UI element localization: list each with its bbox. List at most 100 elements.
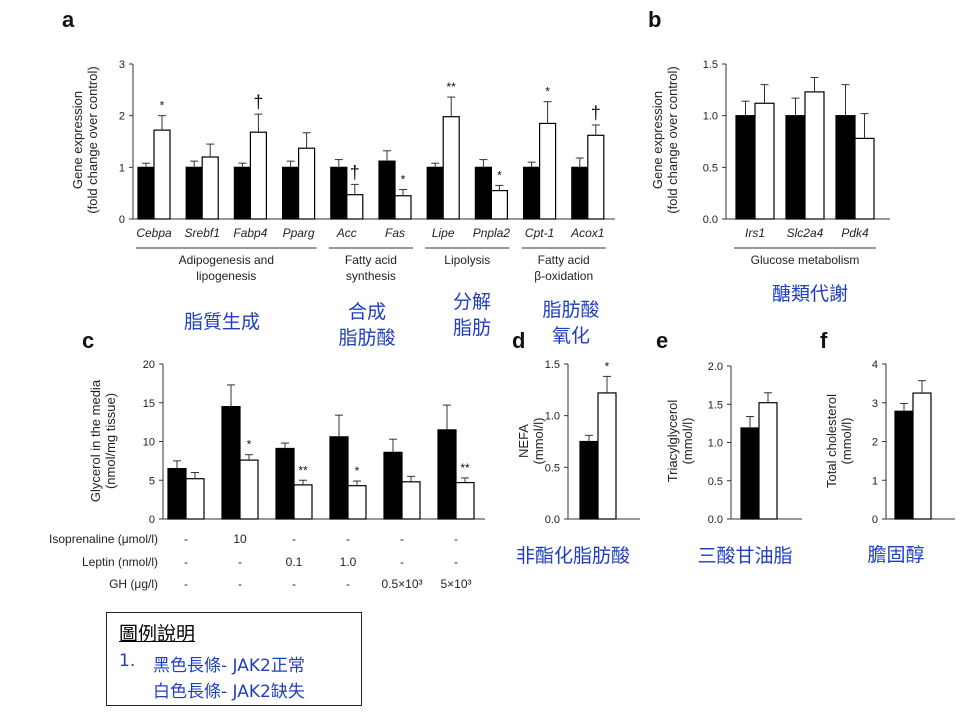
bar-c-black	[329, 436, 349, 520]
y-axis-label-unit-e: (mmol/l)	[680, 418, 695, 465]
bar-a-black	[233, 166, 251, 220]
condition-label: GH (μg/l)	[109, 577, 158, 591]
y-tick-label-c: 20	[143, 359, 155, 371]
condition-value: 5×10³	[440, 577, 471, 591]
category-label-b: Irs1	[745, 226, 765, 240]
condition-value: -	[292, 577, 296, 591]
bar-c-black	[221, 406, 241, 520]
bar-b-black	[785, 115, 806, 220]
bar-c-white	[239, 459, 259, 520]
condition-value: 10	[233, 532, 247, 546]
bar-b-white	[804, 91, 825, 220]
y-tick-label-c: 0	[149, 514, 155, 526]
y-axis-label-a: Gene expression	[70, 91, 85, 189]
category-label-a: Fabp4	[233, 226, 267, 240]
annotation-a: 分解	[453, 291, 491, 313]
y-axis-label-unit-f: (mmol/l)	[839, 418, 854, 465]
group-label-a: synthesis	[346, 269, 396, 283]
y-tick-label-e: 1.0	[708, 438, 723, 450]
category-label-a: Fas	[385, 226, 405, 240]
significance-marker-c: **	[298, 463, 308, 477]
bar-d-black	[579, 440, 599, 520]
group-label-a: Fatty acid	[538, 253, 590, 267]
bar-e-white	[758, 402, 778, 520]
panel-letter-c: c	[82, 328, 94, 353]
y-tick-label-f: 2	[872, 437, 878, 449]
significance-marker-c: **	[460, 461, 470, 475]
y-tick-label-f: 1	[872, 475, 878, 487]
category-label-a: Acc	[336, 226, 357, 240]
panel-letter-b: b	[648, 7, 661, 32]
condition-value: -	[292, 532, 296, 546]
bar-a-black	[330, 166, 348, 220]
bar-e-black	[740, 427, 760, 520]
bar-c-black	[275, 447, 295, 520]
y-tick-label-c: 10	[143, 437, 155, 449]
category-label-b: Slc2a4	[787, 226, 824, 240]
bar-d-white	[597, 392, 617, 520]
y-tick-label-a: 1	[119, 162, 125, 174]
bar-a-white	[298, 147, 316, 220]
bar-a-white	[490, 189, 508, 220]
annotation-a: 脂質生成	[184, 311, 260, 333]
category-label-a: Cpt-1	[525, 226, 554, 240]
bar-a-black	[522, 166, 541, 220]
panel-letter-a: a	[62, 7, 75, 32]
bar-a-black	[282, 166, 300, 220]
bar-c-black	[383, 451, 403, 520]
y-tick-label-f: 0	[872, 514, 878, 526]
condition-value: -	[454, 532, 458, 546]
legend-number: 1.	[119, 651, 136, 671]
bar-b-white	[854, 137, 875, 220]
y-tick-label-d: 1.5	[545, 359, 560, 371]
bar-b-black	[835, 115, 856, 220]
condition-value: -	[238, 577, 242, 591]
y-axis-label-c: Glycerol in the media	[88, 379, 103, 502]
bar-a-white	[442, 116, 460, 220]
group-label-b: Glucose metabolism	[751, 253, 860, 267]
condition-value: 0.5×10³	[381, 577, 422, 591]
y-tick-label-b: 1.5	[703, 59, 718, 71]
y-tick-label-e: 0.0	[708, 514, 723, 526]
category-label-a: Acox1	[570, 226, 604, 240]
condition-value: -	[454, 555, 458, 569]
y-axis-label-f: Total cholesterol	[824, 394, 839, 488]
significance-marker-a: †	[253, 92, 263, 112]
annotation-f: 膽固醇	[867, 544, 924, 566]
bar-c-black	[437, 429, 457, 520]
significance-marker-a: **	[447, 80, 457, 94]
annotation-d: 非酯化脂肪酸	[516, 545, 630, 567]
bar-a-black	[474, 166, 492, 220]
bar-c-white	[185, 478, 205, 520]
bar-f-white	[912, 392, 932, 520]
significance-marker-d: *	[605, 359, 610, 373]
bar-a-white	[249, 131, 267, 220]
y-axis-label-unit-c: (nmol/mg tissue)	[103, 393, 118, 489]
y-tick-label-e: 0.5	[708, 476, 723, 488]
y-tick-label-c: 5	[149, 475, 155, 487]
y-tick-label-d: 1.0	[545, 411, 560, 423]
bar-a-black	[571, 166, 589, 220]
bar-a-black	[185, 166, 203, 220]
bar-a-white	[346, 194, 364, 220]
group-label-a: lipogenesis	[196, 269, 256, 283]
panel-letter-f: f	[820, 328, 828, 353]
significance-marker-c: *	[247, 438, 252, 452]
condition-value: 1.0	[340, 555, 357, 569]
bar-c-black	[167, 468, 187, 520]
y-axis-label-e: Triacylglycerol	[665, 400, 680, 483]
significance-marker-a: *	[401, 173, 406, 187]
bar-f-black	[894, 410, 914, 520]
bar-c-white	[293, 484, 313, 520]
annotation-b: 醣類代謝	[772, 283, 848, 305]
annotation-a: 氧化	[552, 325, 590, 347]
significance-marker-a: *	[160, 99, 165, 113]
bar-c-white	[347, 485, 367, 520]
legend-box: 圖例說明 1. 黑色長條- JAK2正常 白色長條- JAK2缺失	[106, 612, 362, 706]
condition-value: -	[346, 532, 350, 546]
condition-label: Isoprenaline (μmol/l)	[49, 532, 158, 546]
group-label-a: β-oxidation	[534, 269, 593, 283]
group-label-a: Fatty acid	[345, 253, 397, 267]
bar-a-white	[394, 195, 412, 220]
